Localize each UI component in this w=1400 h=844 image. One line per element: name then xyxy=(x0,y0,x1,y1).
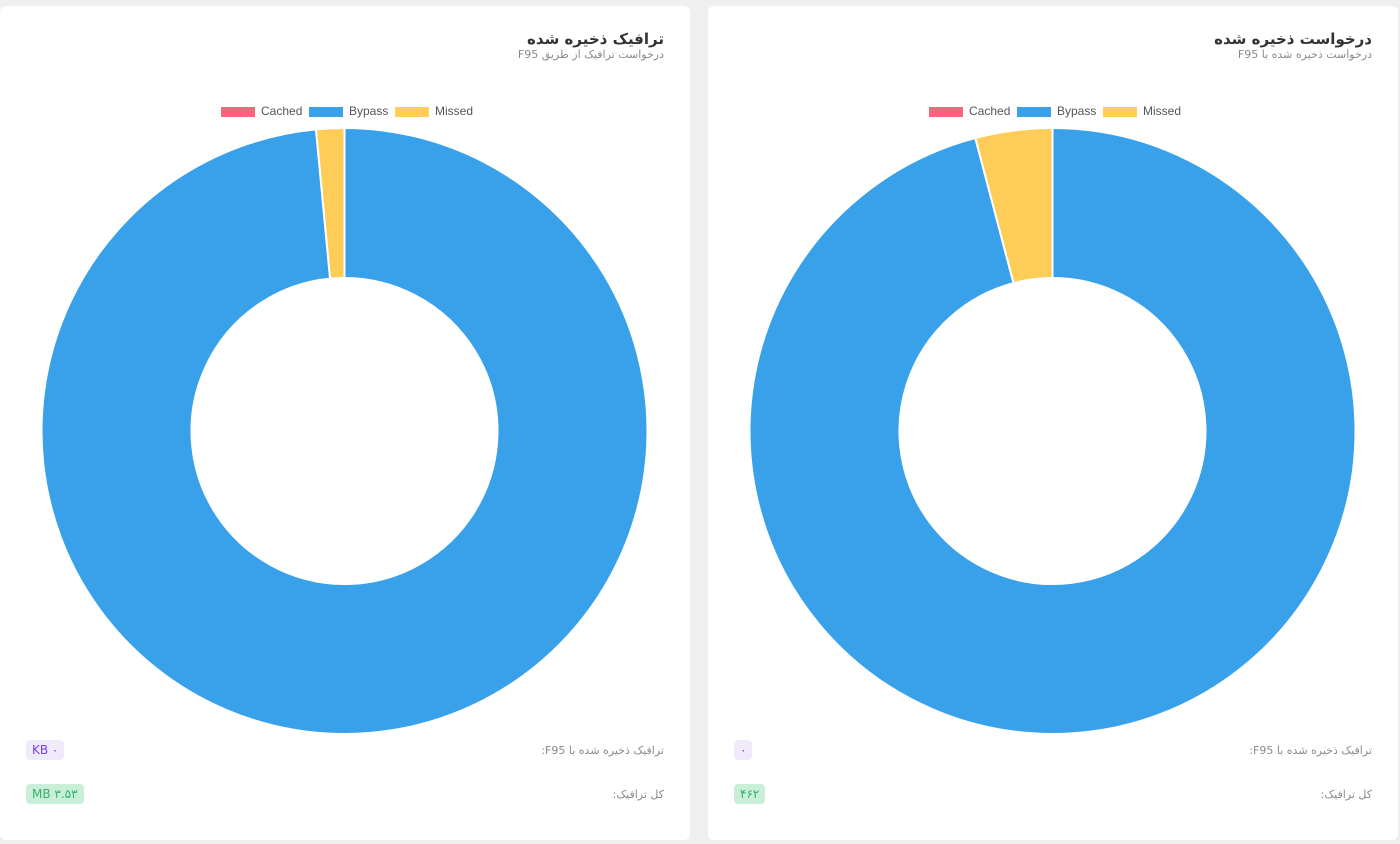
total-traffic-label: کل ترافیک: xyxy=(612,788,664,801)
legend-swatch-bypass[interactable] xyxy=(1017,107,1051,117)
total-traffic-badge: MB ۳.۵۳ xyxy=(26,784,84,804)
legend-label-missed[interactable]: Missed xyxy=(1143,104,1181,118)
legend-label-bypass[interactable]: Bypass xyxy=(1057,104,1096,118)
card-title: ترافیک ذخیره شده xyxy=(527,30,664,48)
legend-swatch-cached[interactable] xyxy=(929,107,963,117)
card-title: درخواست ذخیره شده xyxy=(1214,30,1372,48)
legend-swatch-cached[interactable] xyxy=(221,107,255,117)
legend-label-missed[interactable]: Missed xyxy=(435,104,473,118)
card-subtitle: درخواست ذخیره شده با F95 xyxy=(1237,48,1372,61)
traffic-cache-card: ترافیک ذخیره شده درخواست ترافیک از طریق … xyxy=(0,6,690,840)
donut-slice-missed[interactable] xyxy=(974,126,1054,285)
donut-slice-missed[interactable] xyxy=(314,126,346,280)
saved-traffic-label: ترافیک ذخیره شده با F95: xyxy=(1249,744,1372,757)
donut-slice-bypass[interactable] xyxy=(40,126,649,735)
saved-traffic-badge: KB ۰ xyxy=(26,740,65,760)
legend-swatch-bypass[interactable] xyxy=(309,107,343,117)
legend-label-cached[interactable]: Cached xyxy=(969,104,1010,118)
saved-traffic-badge: ۰ xyxy=(734,740,753,760)
total-traffic-label: کل ترافیک: xyxy=(1320,788,1372,801)
legend-swatch-missed[interactable] xyxy=(395,107,429,117)
total-traffic-badge: ۴۶۲ xyxy=(734,784,766,804)
legend-label-bypass[interactable]: Bypass xyxy=(349,104,388,118)
traffic-donut-chart: Cached Bypass Missed xyxy=(40,104,649,735)
request-cache-card: درخواست ذخیره شده درخواست ذخیره شده با F… xyxy=(708,6,1398,840)
request-donut-chart: Cached Bypass Missed xyxy=(748,104,1357,735)
legend-swatch-missed[interactable] xyxy=(1103,107,1137,117)
legend-label-cached[interactable]: Cached xyxy=(261,104,302,118)
donut-slice-bypass[interactable] xyxy=(748,126,1357,735)
card-subtitle: درخواست ترافیک از طریق F95 xyxy=(517,48,664,61)
saved-traffic-label: ترافیک ذخیره شده با F95: xyxy=(541,744,664,757)
